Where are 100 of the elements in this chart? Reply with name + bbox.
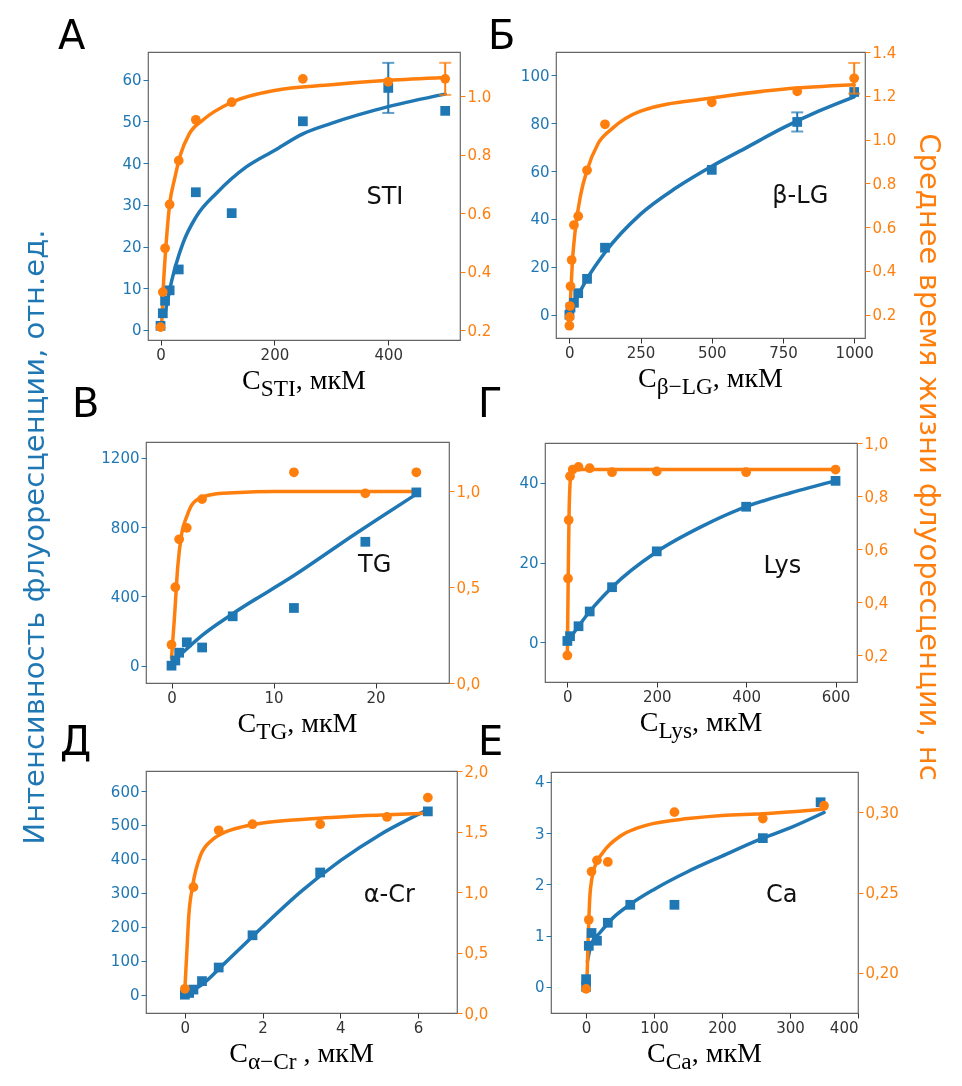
x-tick-label: 200: [260, 345, 290, 364]
x-axis-title: C$_{STI}$, мкМ: [241, 364, 367, 402]
annotation: β-LG: [772, 180, 829, 209]
chart-title: Е: [478, 718, 504, 764]
y-tick-label: 3: [534, 824, 545, 843]
annotation: STI: [366, 181, 404, 210]
y2-tick-label: 0,8: [864, 487, 889, 506]
x-tick-label: 0: [167, 688, 177, 707]
y-tick-label: 400: [110, 587, 140, 606]
x-tick-label: 400: [732, 687, 761, 706]
x-tick-label: 600: [821, 687, 851, 706]
x-axis-title: C$_{α−Cr}$ , мкМ: [228, 1037, 375, 1075]
chart-title: Д: [60, 718, 92, 764]
y-tick-label: 2: [534, 875, 545, 894]
y-tick-label: 0: [129, 657, 140, 676]
y-tick-label: 300: [110, 884, 140, 903]
y-tick-label: 20: [530, 258, 550, 277]
chart-title: А: [58, 12, 86, 58]
x-tick-label: 300: [776, 1018, 805, 1037]
x-axis-title: C$_{Ca}$, мкМ: [646, 1037, 763, 1075]
x-tick-label: 0: [156, 345, 166, 364]
y-tick-label: 60: [122, 71, 142, 90]
x-tick-label: 400: [829, 1018, 859, 1037]
x-tick-label: 750: [769, 343, 798, 362]
x-tick-label: 0: [180, 1018, 191, 1037]
y-tick-label: 40: [530, 210, 550, 229]
y-tick-label: 0: [129, 986, 140, 1005]
y2-tick-label: 0,0: [464, 1004, 489, 1023]
x-tick-label: 6: [413, 1018, 424, 1037]
y2-tick-label: 1.4: [872, 43, 897, 62]
y2-tick-label: 1.0: [872, 131, 897, 150]
y-tick-label: 100: [110, 952, 140, 971]
y-tick-label: 40: [122, 154, 142, 173]
y2-tick-label: 0.2: [872, 306, 897, 325]
y2-tick-label: 0,5: [464, 944, 489, 962]
y-tick-label: 40: [519, 474, 539, 493]
y-tick-label: 200: [110, 918, 140, 937]
y2-tick-label: 0,5: [456, 578, 481, 597]
annotation: TG: [358, 550, 392, 579]
chart-title: Б: [488, 12, 516, 58]
y-tick-label: 60: [530, 162, 550, 181]
x-tick-label: 0: [565, 343, 575, 362]
y2-tick-label: 0.6: [872, 218, 897, 237]
y2-tick-label: 0.2: [467, 321, 492, 340]
x-tick-label: 0: [581, 1018, 592, 1037]
y2-tick-label: 1,0: [456, 482, 481, 501]
y2-tick-label: 1,0: [864, 434, 889, 453]
x-tick-label: 500: [697, 343, 727, 362]
chart-title: В: [72, 380, 100, 426]
y2-tick-label: 0.4: [872, 262, 897, 281]
x-tick-label: 1000: [835, 343, 874, 362]
y2-tick-label: 0.6: [467, 204, 492, 223]
y-tick-label: 50: [122, 112, 142, 131]
y2-tick-label: 1.2: [872, 87, 897, 106]
y2-tick-label: 0.4: [467, 263, 492, 282]
y2-tick-label: 1.0: [467, 87, 492, 106]
y-tick-label: 500: [110, 816, 140, 835]
annotation: α-Cr: [363, 879, 415, 908]
y-tick-label: 0: [539, 306, 550, 325]
y2-tick-label: 1,5: [464, 823, 489, 841]
x-axis-title: C$_{TG}$, мкМ: [236, 707, 359, 745]
y2-tick-label: 0,4: [864, 593, 889, 612]
y2-tick-label: 0,30: [865, 803, 899, 822]
y-tick-label: 0: [534, 978, 545, 997]
y-tick-label: 600: [110, 782, 140, 801]
y2-tick-label: 0.8: [467, 146, 492, 165]
y2-tick-label: 0,6: [864, 540, 889, 559]
x-tick-label: 250: [626, 343, 656, 362]
x-tick-label: 200: [708, 1018, 737, 1037]
x-axis-title: C$_{Lys}$, мкМ: [638, 706, 764, 744]
y-tick-label: 1200: [101, 449, 140, 468]
x-tick-label: 4: [336, 1018, 346, 1037]
y-tick-label: 800: [110, 518, 140, 537]
y2-tick-label: 0,2: [864, 646, 889, 665]
x-tick-label: 10: [264, 688, 284, 707]
x-tick-label: 0: [563, 687, 573, 706]
y2-tick-label: 1,0: [464, 883, 489, 902]
x-axis-title: C$_{β−LG}$, мкМ: [637, 362, 784, 400]
annotation: Ca: [765, 880, 798, 909]
y-tick-label: 20: [519, 554, 539, 572]
annotation: Lys: [763, 550, 802, 579]
y-tick-label: 0: [528, 633, 539, 652]
y-tick-label: 10: [122, 279, 142, 298]
x-tick-label: 400: [374, 345, 404, 364]
y2-tick-label: 0.8: [872, 174, 897, 193]
y-tick-label: 1: [534, 927, 545, 946]
y-tick-label: 30: [122, 196, 142, 215]
y-tick-label: 0: [131, 321, 142, 340]
y2-tick-label: 0,20: [865, 964, 899, 983]
y-tick-label: 4: [534, 773, 545, 792]
y-axis-title: Интенсивность флуоресценции, отн.ед.: [17, 228, 51, 847]
y2-axis-title: Среднее время жизни флуоресценции, нс: [913, 132, 947, 783]
x-tick-label: 20: [366, 688, 386, 707]
y2-tick-label: 2,0: [464, 762, 489, 781]
chart-title: Г: [478, 380, 503, 426]
x-tick-label: 200: [642, 687, 672, 706]
x-tick-label: 100: [640, 1018, 669, 1037]
y2-tick-label: 0,25: [865, 884, 899, 902]
y-tick-label: 80: [530, 114, 550, 133]
y-tick-label: 400: [110, 850, 140, 869]
